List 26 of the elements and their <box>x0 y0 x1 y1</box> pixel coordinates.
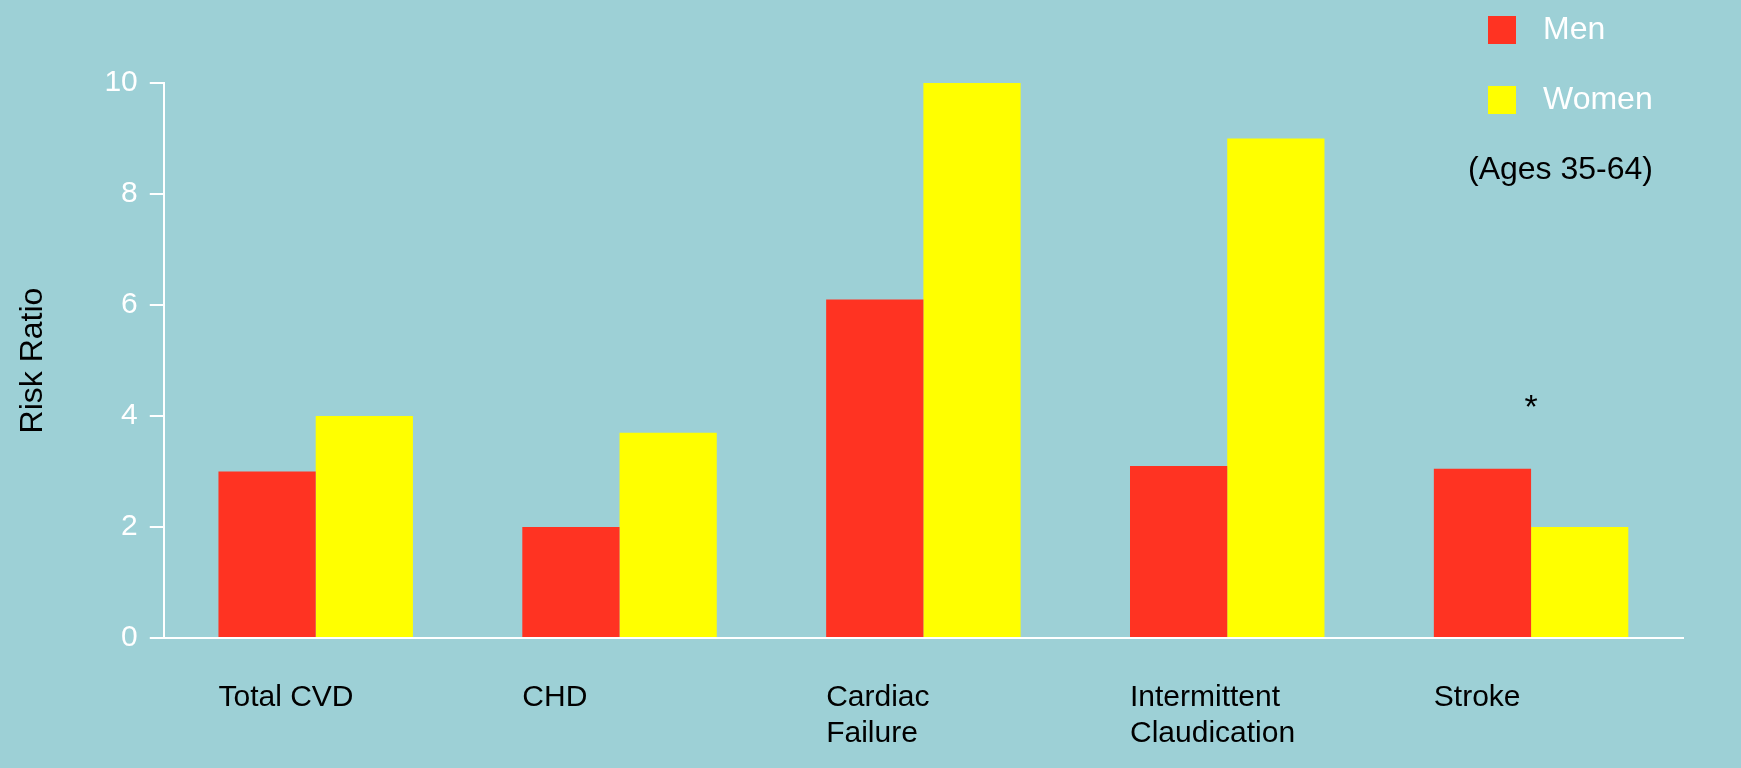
y-tick-label: 4 <box>121 397 138 431</box>
x-tick-label: Stroke <box>1433 679 1521 713</box>
bar <box>923 83 1021 637</box>
x-tick-label: CHD <box>522 679 588 713</box>
annotation: * <box>1524 387 1538 426</box>
y-tick-label: 0 <box>121 619 138 653</box>
y-tick-label: 8 <box>121 175 138 209</box>
legend-label: Women <box>1543 79 1653 116</box>
x-tick-label: Cardiac Failure <box>826 679 930 749</box>
bar <box>1227 138 1325 637</box>
annotation: (Ages 35-64) <box>1468 149 1653 186</box>
bar <box>1433 468 1532 637</box>
bar <box>315 416 413 637</box>
x-tick-label: Total CVD <box>218 679 354 713</box>
y-axis-title: Risk Ratio <box>13 287 50 434</box>
bar <box>522 527 620 637</box>
legend-label: Men <box>1543 9 1606 46</box>
bar <box>218 471 316 637</box>
bar <box>619 432 717 637</box>
x-tick-label: Intermittent Claudication <box>1130 679 1296 749</box>
bar <box>1130 465 1228 637</box>
bar <box>1531 527 1629 637</box>
y-tick-label: 6 <box>121 286 138 320</box>
bar <box>826 299 924 637</box>
y-tick-label: 10 <box>104 64 138 98</box>
y-tick-label: 2 <box>121 508 138 542</box>
